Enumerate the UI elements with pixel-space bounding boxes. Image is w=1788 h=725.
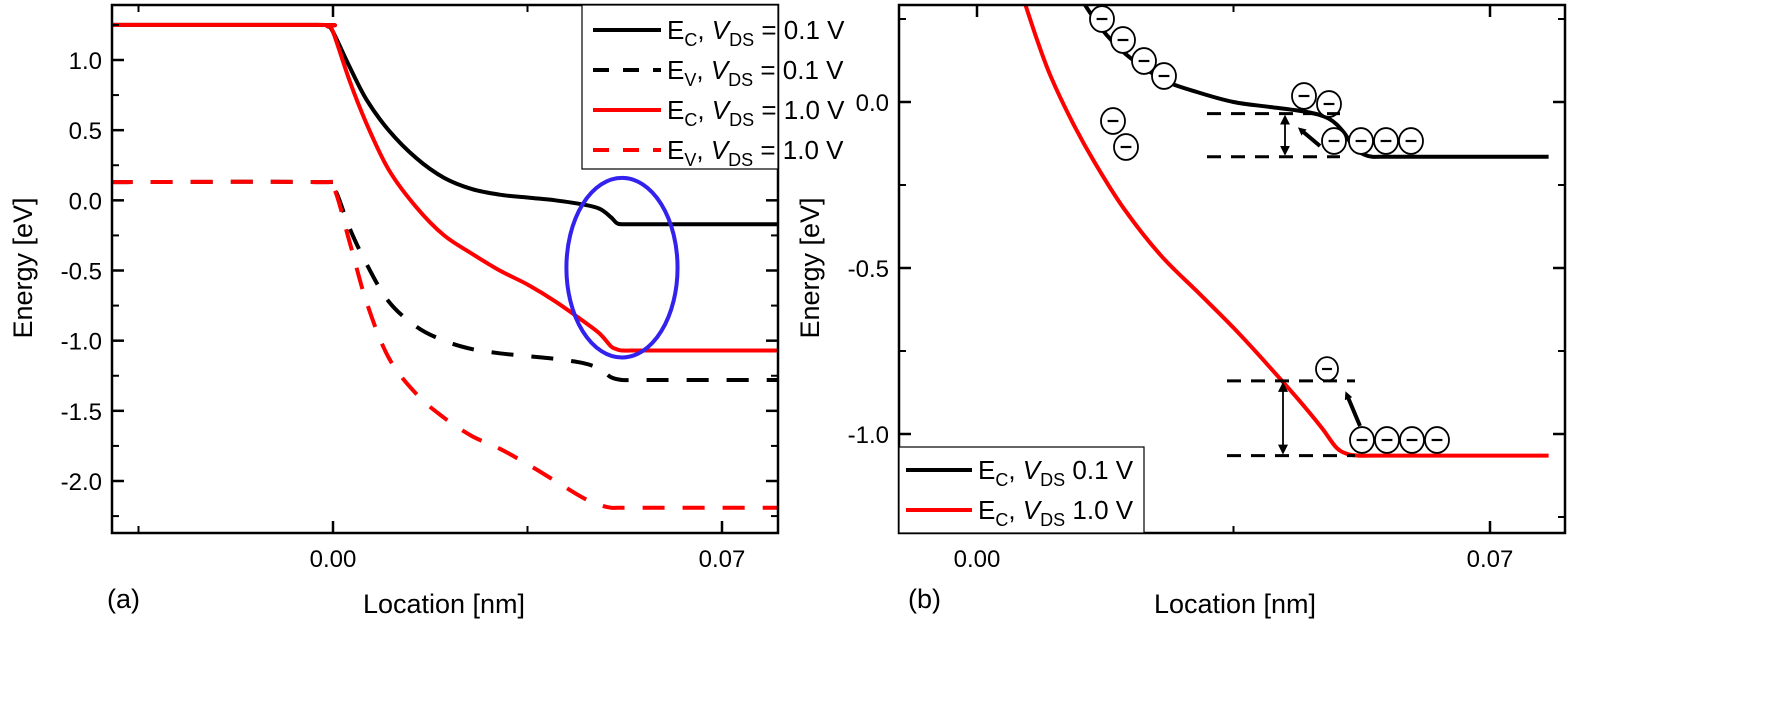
electron-icon bbox=[1151, 62, 1177, 90]
legend-label-2: EV, VDS = 0.1 V bbox=[667, 55, 844, 90]
panel-b: 0.00 0.070.0-0.5-1.0 EC, VDS 0.1 VEC, VDS… bbox=[795, 3, 1567, 619]
panel-b-x-axis-title: Location [nm] bbox=[1154, 589, 1316, 619]
y-tick-label: -1.0 bbox=[848, 422, 889, 449]
electron-icon bbox=[1131, 47, 1157, 75]
legend-box bbox=[581, 4, 779, 170]
electron-icon bbox=[1291, 82, 1317, 110]
electron-icon bbox=[1374, 426, 1400, 454]
legend-label-1: EC, VDS = 0.1 V bbox=[667, 15, 845, 50]
series-line-2 bbox=[1023, 5, 1549, 458]
excitation-arrow-icon bbox=[1344, 391, 1362, 427]
electron-icon bbox=[1315, 356, 1339, 382]
panel-b-annotations bbox=[1089, 5, 1450, 458]
panel-a-legend: EC, VDS = 0.1 V EV, VDS = 0.1 V EC, VDS = … bbox=[581, 4, 845, 170]
electron-icon bbox=[1373, 127, 1399, 155]
panel-b-legend: EC, VDS 0.1 V EC, VDS 1.0 V bbox=[898, 446, 1145, 534]
electron-icon bbox=[1398, 127, 1424, 155]
panel-b-plot-area bbox=[1023, 5, 1549, 458]
legend-label-4: EV, VDS = 1.0 V bbox=[667, 135, 844, 170]
y-tick-label: -0.5 bbox=[61, 259, 102, 286]
y-tick-label: -0.5 bbox=[848, 256, 889, 283]
x-tick-label: 0.07 bbox=[1467, 546, 1514, 573]
y-tick-label: 0.0 bbox=[69, 188, 102, 215]
x-tick-label: 0.07 bbox=[699, 546, 746, 573]
series-line-3 bbox=[112, 22, 778, 353]
legend-label-2: EC, VDS 1.0 V bbox=[978, 495, 1134, 530]
panel-a-plot-area bbox=[112, 22, 778, 510]
panel-a-label: (a) bbox=[107, 584, 140, 614]
electron-icon bbox=[1089, 5, 1115, 33]
panel-a-y-axis-title: Energy [eV] bbox=[8, 197, 38, 338]
electron-icon bbox=[1321, 127, 1347, 155]
electron-icon bbox=[1316, 90, 1342, 118]
y-tick-label: 0.0 bbox=[856, 90, 889, 117]
y-tick-label: 1.0 bbox=[69, 48, 102, 75]
panel-b-label: (b) bbox=[908, 584, 941, 614]
legend-box bbox=[898, 446, 1145, 534]
panel-a: 0.00 0.07 1.0 0.5 0.0 -0.5 -1.0 -1.5 -2.0 EC, VD… bbox=[8, 3, 845, 619]
y-tick-label: -2.0 bbox=[61, 469, 102, 496]
y-tick-label: -1.5 bbox=[61, 399, 102, 426]
electron-icon bbox=[1100, 107, 1126, 135]
panel-a-x-axis-title: Location [nm] bbox=[363, 589, 525, 619]
electron-icon bbox=[1348, 127, 1374, 155]
legend-label-1: EC, VDS 0.1 V bbox=[978, 455, 1134, 490]
excitation-arrow-icon bbox=[1297, 127, 1322, 148]
electron-icon bbox=[1349, 426, 1375, 454]
series-line-4 bbox=[112, 178, 778, 510]
y-tick-label: 0.5 bbox=[69, 118, 102, 145]
electron-icon bbox=[1110, 26, 1136, 54]
x-tick-label: 0.00 bbox=[310, 546, 357, 573]
panel-b-axes: 0.00 0.07 0.0 -0.5 -1.0 bbox=[848, 5, 1565, 573]
electron-icon bbox=[1113, 133, 1139, 161]
y-tick-label: -1.0 bbox=[61, 329, 102, 356]
electron-icon bbox=[1424, 426, 1450, 454]
x-tick-label: 0.00 bbox=[954, 546, 1001, 573]
legend-label-3: EC, VDS = 1.0 V bbox=[667, 95, 845, 130]
highlight-ellipse bbox=[564, 175, 680, 360]
panel-a-axes: 0.00 0.07 1.0 0.5 0.0 -0.5 -1.0 -1.5 -2.0 bbox=[61, 5, 778, 573]
electron-icon bbox=[1399, 426, 1425, 454]
panel-a-frame bbox=[110, 3, 780, 535]
panel-b-y-axis-title: Energy [eV] bbox=[795, 197, 825, 338]
